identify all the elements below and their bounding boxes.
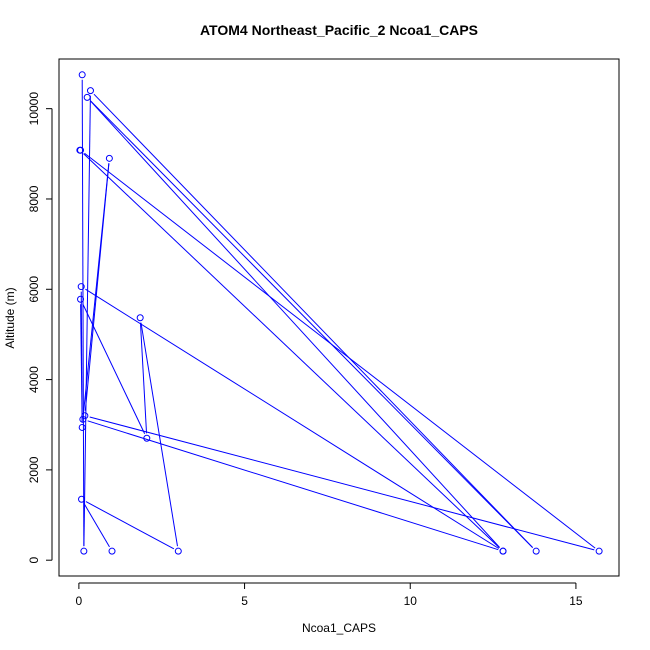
- chart-title: ATOM4 Northeast_Pacific_2 Ncoa1_CAPS: [200, 22, 478, 38]
- x-tick-label-0: 0: [76, 594, 83, 608]
- series-segment-2: [93, 93, 534, 548]
- data-point-20: [108, 547, 116, 555]
- x-tick-label-1: 5: [241, 594, 248, 608]
- data-point-3: [532, 547, 540, 555]
- series-segment-7: [84, 152, 596, 549]
- data-point-9: [81, 412, 89, 420]
- data-point-13: [77, 283, 85, 291]
- series-segment-0: [81, 79, 85, 547]
- data-point-19: [78, 495, 86, 503]
- y-axis-label: Altitude (m): [3, 287, 17, 348]
- data-series: [76, 71, 603, 555]
- data-point-18: [174, 547, 182, 555]
- data-point-14: [78, 423, 86, 431]
- series-segment-1: [83, 95, 91, 547]
- y-tick-label-3: 6000: [27, 276, 41, 303]
- data-point-7: [77, 146, 85, 154]
- data-point-1: [80, 547, 88, 555]
- series-segment-14: [80, 304, 83, 423]
- y-tick-label-0: 0: [27, 557, 41, 564]
- data-point-12: [499, 547, 507, 555]
- y-tick-label-4: 8000: [27, 185, 41, 212]
- series-segment-18: [85, 501, 175, 550]
- series-segment-10: [82, 163, 110, 415]
- data-point-0: [78, 71, 86, 79]
- x-axis-label: Ncoa1_CAPS: [302, 621, 376, 635]
- series-segment-15: [82, 303, 146, 434]
- data-point-16: [143, 434, 151, 442]
- y-tick-label-5: 10000: [27, 92, 41, 126]
- y-tick-label-2: 4000: [27, 366, 41, 393]
- data-point-4: [83, 93, 91, 101]
- x-tick-label-3: 15: [569, 594, 583, 608]
- series-segment-12: [85, 288, 500, 549]
- data-point-17: [136, 314, 144, 322]
- series-segment-17: [140, 322, 178, 547]
- data-point-11: [79, 415, 87, 423]
- y-axis: 0 2000 4000 6000 8000 10000: [27, 92, 53, 564]
- series-segment-3: [90, 100, 533, 548]
- x-axis: 0 5 10 15: [76, 582, 583, 608]
- series-segment-16: [139, 322, 148, 434]
- data-point-10: [105, 154, 113, 162]
- x-tick-label-2: 10: [404, 594, 418, 608]
- series-segment-4: [90, 100, 501, 548]
- series-segment-5: [83, 153, 500, 549]
- data-point-8: [595, 547, 603, 555]
- data-point-2: [86, 87, 94, 95]
- data-point-15: [77, 295, 85, 303]
- plot-frame: [58, 58, 620, 577]
- series-segment-8: [89, 416, 595, 551]
- series-segment-19: [83, 503, 110, 548]
- series-segment-11: [87, 420, 499, 551]
- y-tick-label-1: 2000: [27, 456, 41, 483]
